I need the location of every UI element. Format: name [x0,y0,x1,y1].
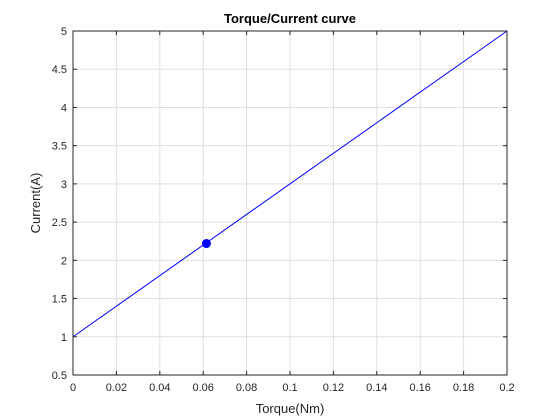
chart-title: Torque/Current curve [224,11,356,26]
x-tick-label: 0.16 [409,382,430,394]
y-tick-label: 0.5 [52,370,67,382]
x-tick-label: 0.06 [192,382,213,394]
x-tick-label: 0.02 [106,382,127,394]
x-tick-label: 0.1 [282,382,297,394]
y-axis-label: Current(A) [28,173,43,234]
x-tick-label: 0.18 [453,382,474,394]
data-point-marker [201,239,211,249]
x-tick-label: 0.14 [366,382,387,394]
x-tick-label: 0.2 [499,382,514,394]
y-tick-label: 2.5 [52,217,67,229]
y-tick-label: 4.5 [52,64,67,76]
x-axis-tick-labels: 0 0.02 0.04 0.06 0.08 0.1 0.12 0.14 0.16 0.18 0.2 [70,382,515,394]
marker-layer [201,239,211,249]
x-tick-label: 0.08 [236,382,257,394]
y-tick-label: 1 [61,332,67,344]
tick-marks [72,30,508,376]
x-tick-label: 0.04 [149,382,170,394]
y-tick-label: 3 [61,179,67,191]
x-tick-label: 0 [70,382,76,394]
y-axis-tick-labels: 0.5 1 1.5 2 2.5 3 3.5 4 4.5 5 [52,26,67,382]
series-layer [72,30,508,338]
series-line [72,30,508,338]
x-axis-label: Torque(Nm) [256,401,325,416]
x-tick-label: 0.12 [323,382,344,394]
y-tick-label: 1.5 [52,294,67,306]
y-tick-label: 5 [61,26,67,38]
y-tick-label: 4 [61,102,67,114]
y-tick-label: 3.5 [52,141,67,153]
y-tick-label: 2 [61,255,67,267]
